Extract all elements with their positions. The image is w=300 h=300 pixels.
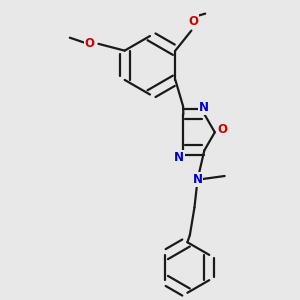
Text: O: O xyxy=(85,37,95,50)
Text: O: O xyxy=(188,15,198,28)
Text: N: N xyxy=(193,173,202,186)
Text: O: O xyxy=(217,123,227,136)
Text: N: N xyxy=(174,151,184,164)
Text: N: N xyxy=(199,101,209,114)
